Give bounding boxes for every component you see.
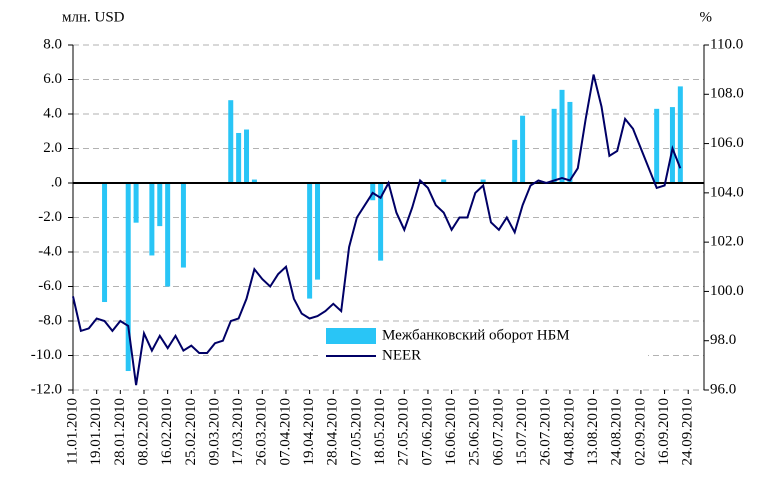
bar — [480, 179, 486, 183]
y2-tick-label: 110.0 — [710, 36, 743, 52]
bar — [315, 183, 321, 280]
legend-swatch — [326, 328, 376, 344]
x-tick-label: 19.04.2010 — [301, 398, 317, 466]
x-tick-label: 26.03.2010 — [254, 398, 270, 466]
line — [72, 74, 682, 386]
y-tick-label: .0 — [51, 174, 62, 190]
x-tick-label: 17.03.2010 — [230, 398, 246, 466]
x-tick-label: 16.09.2010 — [656, 398, 672, 466]
y-tick-label: -2.0 — [38, 209, 62, 225]
y-tick-label: -6.0 — [38, 278, 62, 294]
y-axis-label: млн. USD — [62, 9, 125, 25]
bar — [180, 183, 186, 268]
y2-tick-label: 98.0 — [710, 332, 736, 348]
bar — [520, 115, 526, 183]
y-tick-label: 8.0 — [43, 36, 62, 52]
bar — [157, 183, 163, 227]
bar — [677, 86, 683, 183]
legend-label: Межбанковский оборот НБМ — [382, 327, 570, 343]
x-tick-label: 07.06.2010 — [419, 398, 435, 466]
x-tick-label: 09.03.2010 — [206, 398, 222, 466]
y-tick-label: 4.0 — [43, 105, 62, 121]
bar — [654, 108, 660, 183]
y-tick-label: 2.0 — [43, 140, 62, 156]
x-tick-label: 02.09.2010 — [632, 398, 648, 466]
x-tick-label: 28.04.2010 — [325, 398, 341, 466]
bar — [125, 183, 131, 372]
x-tick-label: 24.08.2010 — [609, 398, 625, 466]
bar — [228, 100, 234, 183]
y2-axis-label: % — [700, 9, 713, 25]
bar — [236, 132, 242, 183]
x-tick-label: 08.02.2010 — [135, 398, 151, 466]
x-tick-label: 24.09.2010 — [680, 398, 696, 466]
y-tick-label: -4.0 — [38, 243, 62, 259]
y2-tick-label: 108.0 — [710, 86, 744, 102]
x-tick-label: 25.02.2010 — [183, 398, 199, 466]
x-tick-label: 25.06.2010 — [467, 398, 483, 466]
x-tick-label: 18.05.2010 — [372, 398, 388, 466]
x-tick-label: 06.07.2010 — [490, 398, 506, 466]
x-tick-label: 28.01.2010 — [112, 398, 128, 466]
bar — [165, 183, 171, 287]
y-tick-label: 6.0 — [43, 71, 62, 87]
y-tick-label: -12.0 — [31, 381, 62, 397]
bar — [441, 179, 447, 183]
x-tick-label: 07.05.2010 — [348, 398, 364, 466]
x-tick-label: 16.02.2010 — [159, 398, 175, 466]
x-tick-label: 11.01.2010 — [64, 398, 80, 465]
x-tick-label: 07.04.2010 — [277, 398, 293, 466]
bar — [370, 183, 376, 201]
bar — [512, 139, 518, 183]
y2-tick-label: 102.0 — [710, 234, 744, 250]
bar — [559, 89, 565, 183]
y2-tick-label: 106.0 — [710, 135, 744, 151]
bar — [669, 107, 675, 183]
bar — [149, 183, 155, 256]
x-tick-label: 15.07.2010 — [514, 398, 530, 466]
y-tick-label: -8.0 — [38, 312, 62, 328]
y2-tick-label: 104.0 — [710, 184, 744, 200]
bar — [551, 108, 557, 183]
bar — [567, 101, 573, 183]
x-tick-label: 19.01.2010 — [88, 398, 104, 466]
bar — [102, 183, 108, 303]
bar — [251, 179, 257, 183]
x-tick-label: 04.08.2010 — [561, 398, 577, 466]
y2-tick-label: 96.0 — [710, 381, 736, 397]
bar — [378, 183, 384, 261]
y-tick-label: -10.0 — [31, 347, 62, 363]
legend-label: NEER — [382, 347, 421, 363]
bar — [244, 129, 250, 183]
x-tick-label: 26.07.2010 — [538, 398, 554, 466]
y2-tick-label: 100.0 — [710, 283, 744, 299]
bar — [133, 183, 139, 223]
bar — [307, 183, 313, 299]
x-tick-label: 27.05.2010 — [396, 398, 412, 466]
x-tick-label: 13.08.2010 — [585, 398, 601, 466]
x-tick-label: 16.06.2010 — [443, 398, 459, 466]
